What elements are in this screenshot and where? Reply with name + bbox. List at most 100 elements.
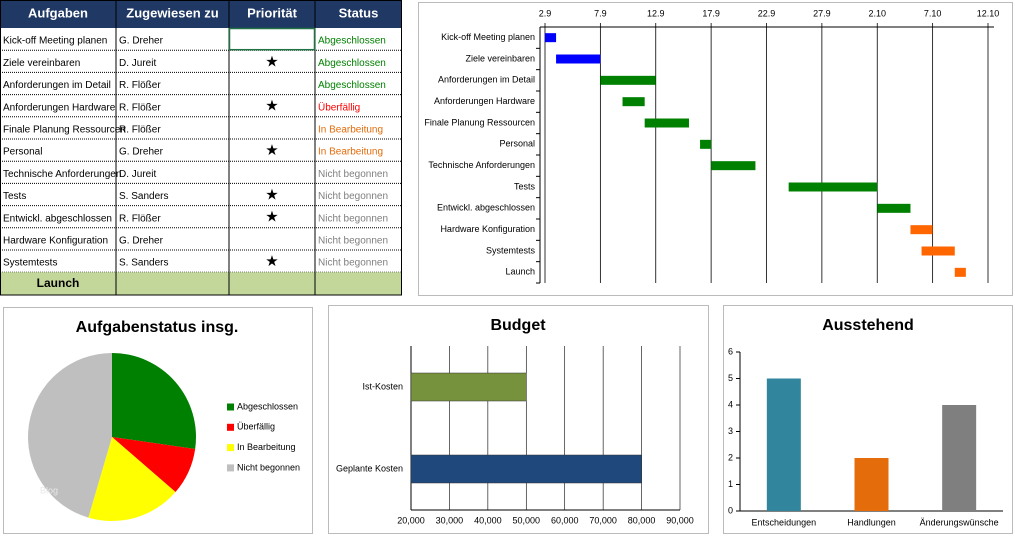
gantt-panel (418, 2, 1013, 296)
y-tick-label: Finale Planung Ressourcen (424, 117, 535, 127)
x-tick-label: 40,000 (474, 515, 502, 525)
x-tick-label: 80,000 (628, 515, 656, 525)
gantt-bar (788, 182, 878, 192)
gantt-bar (600, 75, 656, 85)
x-tick-label: 60,000 (551, 515, 579, 525)
y-tick-label: Launch (505, 267, 535, 277)
pie-slice (112, 437, 196, 493)
priority-star: ★ (265, 253, 278, 270)
status-cell: Nicht begonnen (318, 258, 388, 269)
x-tick-label: 20,000 (397, 515, 425, 525)
y-tick-label: 6 (728, 346, 733, 356)
x-tick-label: 7.9 (594, 8, 607, 18)
table-cell: Personal (3, 147, 42, 158)
x-tick-label: 27.9 (813, 8, 831, 18)
table-cell: G. Dreher (119, 147, 164, 158)
gantt-bar (545, 33, 557, 43)
table-cell: D. Jureit (119, 58, 156, 69)
table-cell: R. Flößer (119, 102, 161, 113)
x-tick-label: 22.9 (758, 8, 776, 18)
y-tick-label: Technische Anforderungen (428, 160, 535, 170)
table-cell: S. Sanders (119, 258, 168, 269)
status-cell: Nicht begonnen (318, 213, 388, 224)
table-cell: R. Flößer (119, 213, 161, 224)
status-cell: Abgeschlossen (318, 36, 386, 47)
table-cell: G. Dreher (119, 36, 164, 47)
x-tick-label: Handlungen (847, 517, 896, 527)
x-tick-label: 17.9 (702, 8, 720, 18)
gantt-bar (910, 225, 933, 235)
x-tick-label: 12.9 (647, 8, 665, 18)
priority-star: ★ (265, 186, 278, 203)
status-cell: Überfällig (318, 101, 360, 113)
column-header: Aufgaben (28, 5, 88, 20)
legend-label: Überfällig (237, 422, 275, 432)
legend-swatch (227, 464, 234, 472)
status-cell: Nicht begonnen (318, 236, 388, 247)
x-tick-label: Änderungswünsche (920, 517, 999, 527)
table-cell: Ziele vereinbaren (3, 58, 80, 69)
gantt-bar (921, 246, 955, 256)
column-header: Priorität (247, 5, 298, 20)
legend-swatch (227, 444, 234, 452)
priority-star: ★ (265, 209, 278, 226)
y-tick-label: Hardware Konfiguration (440, 224, 535, 234)
legend-label: Nicht begonnen (237, 462, 300, 472)
y-tick-label: Tests (514, 181, 536, 191)
footer-bg (0, 272, 402, 295)
y-tick-label: 0 (728, 505, 733, 515)
gantt-bar (954, 267, 966, 277)
chart-title: Ausstehend (822, 317, 914, 334)
table-cell: R. Flößer (119, 125, 161, 136)
x-tick-label: 90,000 (666, 515, 694, 525)
x-tick-label: 12.10 (977, 8, 1000, 18)
status-cell: Abgeschlossen (318, 58, 386, 69)
y-tick-label: 2 (728, 452, 733, 462)
status-cell: Abgeschlossen (318, 80, 386, 91)
table-cell: Hardware Konfiguration (3, 236, 108, 247)
chart-title: Aufgabenstatus insg. (76, 319, 239, 336)
y-tick-label: 5 (728, 373, 733, 383)
x-tick-label: 2.9 (539, 8, 552, 18)
x-tick-label: 50,000 (513, 515, 541, 525)
table-cell: S. Sanders (119, 191, 168, 202)
y-tick-label: Ziele vereinbaren (465, 53, 535, 63)
y-tick-label: Anforderungen Hardware (434, 96, 535, 106)
chart-title: Budget (490, 317, 546, 334)
pie-slice (112, 353, 197, 449)
gantt-bar (622, 97, 645, 107)
table-cell: Entwickl. abgeschlossen (3, 213, 112, 224)
x-tick-label: Entscheidungen (752, 517, 817, 527)
x-tick-label: 7.10 (924, 8, 942, 18)
status-cell: In Bearbeitung (318, 125, 383, 136)
x-tick-label: 2.10 (868, 8, 886, 18)
priority-star: ★ (265, 53, 278, 70)
table-header-bg (0, 0, 402, 28)
y-tick-label: Ist-Kosten (362, 381, 403, 391)
table-cell: Finale Planung Ressourcen (3, 125, 126, 136)
status-cell: Nicht begonnen (318, 191, 388, 202)
selected-cell (228, 27, 316, 51)
gantt-bar (700, 139, 712, 149)
table-cell: Technische Anforderungen (3, 169, 121, 180)
gantt-bar (556, 54, 601, 64)
legend-swatch (227, 403, 234, 411)
column-header: Zugewiesen zu (126, 5, 219, 20)
budget-panel (328, 305, 709, 534)
table-cell: Kick-off Meeting planen (3, 36, 107, 47)
priority-star: ★ (265, 142, 278, 159)
table-cell: G. Dreher (119, 236, 164, 247)
bar (942, 405, 977, 511)
bar (410, 372, 527, 402)
y-tick-label: Personal (499, 139, 535, 149)
x-tick-label: 70,000 (589, 515, 617, 525)
pie-slice (88, 437, 176, 521)
bar (854, 458, 889, 511)
table-cell: R. Flößer (119, 80, 161, 91)
legend-label: Abgeschlossen (237, 401, 298, 411)
priority-star: ★ (265, 98, 278, 115)
y-tick-label: 1 (728, 479, 733, 489)
legend-swatch (227, 423, 234, 431)
x-tick-label: 30,000 (436, 515, 464, 525)
